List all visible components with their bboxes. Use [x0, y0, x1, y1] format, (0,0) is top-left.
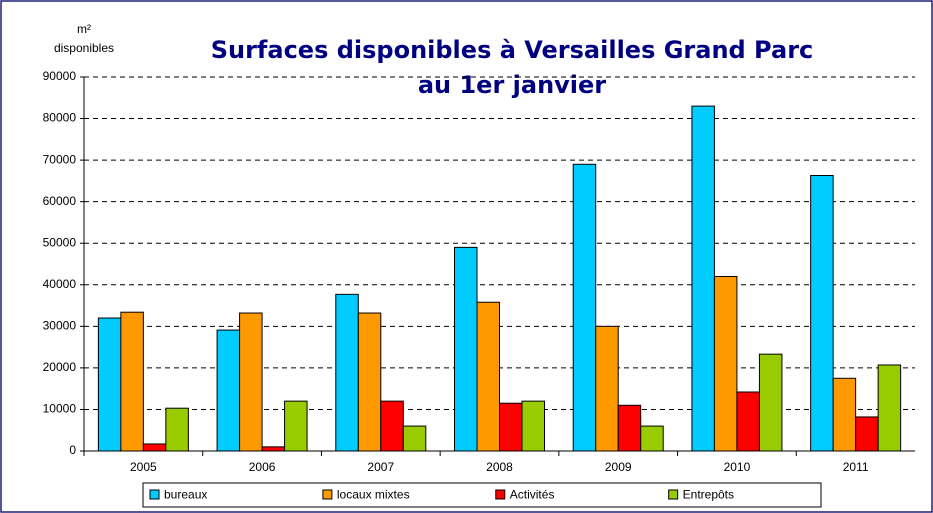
- legend-swatch: [322, 489, 333, 500]
- y-tick-label: 10000: [43, 402, 77, 416]
- x-tick-label: 2011: [843, 460, 869, 474]
- bar: [758, 353, 783, 452]
- y-tick-label: 40000: [43, 277, 77, 291]
- y-tick-label: 50000: [43, 235, 77, 249]
- legend-label: Activités: [510, 488, 555, 502]
- bar: [97, 317, 122, 452]
- bar: [855, 416, 879, 452]
- bar: [216, 329, 241, 452]
- bar: [810, 174, 834, 452]
- y-axis-label: disponibles: [54, 41, 114, 55]
- y-tick-label: 0: [69, 443, 76, 457]
- x-tick-label: 2006: [249, 460, 276, 474]
- y-tick-label: 80000: [43, 111, 77, 125]
- bar: [877, 364, 902, 452]
- bar: [499, 402, 523, 452]
- bar: [521, 400, 545, 452]
- x-tick-label: 2010: [724, 460, 751, 474]
- x-tick-label: 2009: [605, 460, 632, 474]
- bar: [736, 391, 760, 452]
- bar: [617, 404, 642, 452]
- legend-box: [142, 482, 822, 508]
- bar: [572, 163, 597, 452]
- legend-swatch: [149, 489, 160, 500]
- bar: [476, 301, 500, 452]
- bar: [454, 246, 478, 452]
- y-tick-label: 90000: [43, 69, 77, 83]
- bar: [640, 425, 664, 452]
- x-tick-label: 2005: [130, 460, 157, 474]
- bar: [832, 377, 857, 452]
- y-axis-label: m²: [77, 22, 91, 36]
- bar: [691, 105, 715, 452]
- y-tick-label: 20000: [43, 360, 77, 374]
- x-tick-label: 2008: [486, 460, 513, 474]
- bar: [357, 312, 382, 452]
- bar: [120, 311, 144, 452]
- x-tick-label: 2007: [367, 460, 394, 474]
- bar: [402, 425, 427, 452]
- y-tick-label: 30000: [43, 319, 77, 333]
- bar: [142, 443, 167, 452]
- legend-label: Entrepôts: [683, 488, 734, 502]
- chart-title: au 1er janvier: [418, 71, 606, 99]
- chart-title: Surfaces disponibles à Versailles Grand …: [211, 36, 814, 64]
- legend-label: bureaux: [164, 488, 207, 502]
- bar: [335, 293, 359, 452]
- y-tick-label: 60000: [43, 194, 77, 208]
- bar: [380, 400, 404, 452]
- bar: [595, 325, 619, 452]
- legend-swatch: [668, 489, 679, 500]
- bar: [165, 407, 189, 452]
- legend-label: locaux mixtes: [337, 488, 410, 502]
- legend-swatch: [495, 489, 506, 500]
- y-tick-label: 70000: [43, 152, 77, 166]
- bar: [713, 275, 738, 452]
- bar: [239, 312, 263, 452]
- bar: [284, 400, 308, 452]
- bar: [261, 446, 286, 452]
